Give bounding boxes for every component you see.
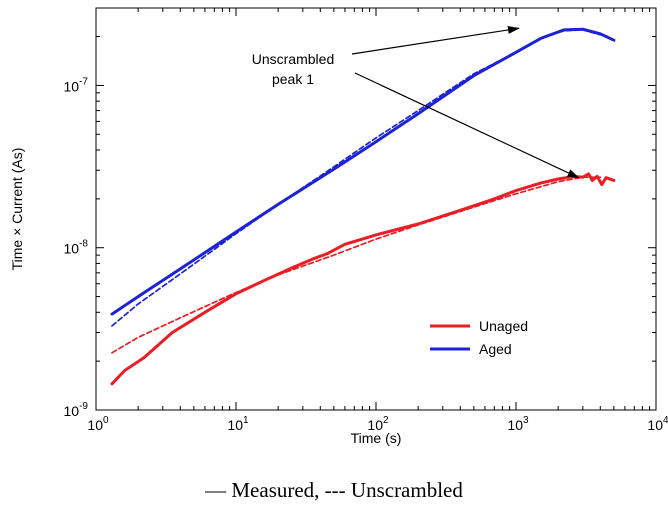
x-tick-label: 100 [87,415,109,433]
annotation-arrow [351,25,520,55]
annotation: Unscrambled peak 1 [252,25,580,179]
annotation-label-line-2: peak 1 [272,71,314,87]
legend-label-unaged: Unaged [479,318,528,334]
annotation-label-line-1: Unscrambled [252,51,334,67]
figure-caption: — Measured, --- Unscrambled [0,478,668,503]
caption-text: Measured, --- Unscrambled [226,478,463,502]
ticks-layer [95,7,657,411]
series-line-aged-dashed [111,29,602,327]
caption-solid-mark: — [205,478,227,502]
plot-frame [95,7,657,411]
y-tick-label: 10-7 [64,76,89,94]
series-line-aged-solid [110,27,616,316]
labels-layer: 100 101 102 103 104 10-9 10-8 10-7 [64,76,668,433]
x-tick-label: 104 [647,415,668,433]
annotation-arrow [354,72,580,179]
y-tick-label: 10-9 [64,401,89,419]
y-axis-label: Time × Current (As) [9,148,25,271]
series-line-unaged-dashed [111,176,602,354]
series-line-unaged-solid [110,172,616,386]
legend-label-aged: Aged [479,341,512,357]
x-tick-label: 103 [507,415,529,433]
x-tick-label: 101 [227,415,249,433]
y-tick-label: 10-8 [64,239,89,257]
x-axis-label: Time (s) [351,430,402,446]
series-layer [110,27,616,386]
legend: Unaged Aged [430,318,528,357]
x-tick-label: 102 [367,415,389,433]
